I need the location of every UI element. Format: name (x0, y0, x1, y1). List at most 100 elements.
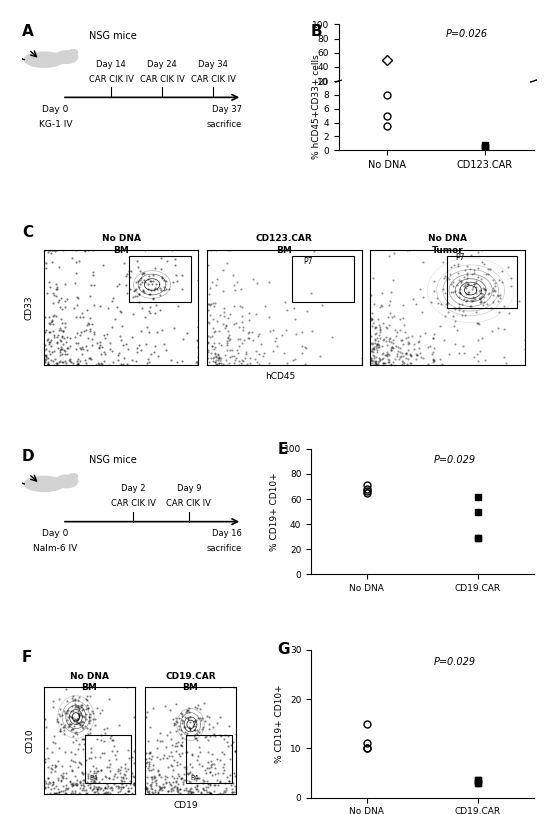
Point (476, 292, 485, 305)
Point (114, 277, 123, 290)
Point (207, 786, 216, 799)
Point (177, 355, 186, 368)
Point (218, 787, 227, 800)
Point (250, 353, 259, 366)
Point (92, 764, 101, 777)
Point (224, 325, 233, 338)
Point (129, 777, 138, 790)
Text: BM: BM (113, 246, 129, 255)
Point (440, 271, 449, 284)
Point (386, 344, 395, 357)
Point (174, 783, 183, 796)
Point (156, 262, 165, 275)
Point (124, 762, 133, 775)
Point (86, 322, 95, 335)
Point (483, 287, 492, 300)
Point (178, 710, 186, 723)
Point (134, 295, 143, 308)
Point (450, 285, 459, 298)
Point (406, 348, 415, 361)
Text: Day 9: Day 9 (177, 484, 201, 493)
Point (80, 780, 89, 793)
Point (402, 348, 410, 361)
Point (207, 339, 216, 352)
Point (373, 344, 382, 357)
Point (71, 785, 80, 798)
Point (373, 357, 382, 370)
Point (182, 762, 190, 775)
Point (44, 358, 53, 371)
Point (367, 357, 376, 370)
Point (74, 742, 82, 755)
Point (90, 751, 99, 764)
Point (375, 322, 384, 335)
Point (238, 355, 247, 368)
Point (84, 710, 93, 723)
Point (134, 281, 143, 294)
Point (167, 778, 176, 791)
Point (72, 725, 81, 738)
Point (225, 334, 234, 347)
Point (68, 252, 76, 265)
Point (41, 323, 50, 336)
Point (78, 720, 86, 733)
Point (150, 769, 158, 782)
Point (204, 745, 212, 758)
Point (368, 345, 377, 358)
Point (116, 357, 125, 370)
Point (430, 275, 438, 288)
Point (61, 771, 70, 784)
Point (174, 711, 183, 724)
Point (234, 333, 243, 346)
Point (144, 277, 152, 290)
Point (56, 349, 64, 362)
Point (229, 736, 238, 749)
Point (419, 352, 427, 365)
Point (72, 310, 81, 323)
Point (208, 313, 217, 326)
Point (171, 745, 180, 758)
Point (40, 780, 49, 793)
Point (142, 782, 151, 795)
Point (106, 781, 115, 794)
Point (53, 712, 62, 725)
Point (190, 729, 199, 742)
Point (67, 786, 75, 799)
Text: C: C (22, 225, 33, 240)
Point (42, 350, 51, 363)
Point (378, 357, 387, 370)
Point (58, 303, 67, 316)
Point (205, 723, 213, 736)
Point (111, 748, 119, 761)
Point (79, 768, 87, 781)
Point (383, 350, 392, 363)
Point (476, 344, 485, 357)
Point (60, 317, 69, 330)
Point (60, 300, 69, 313)
Point (387, 341, 395, 354)
Point (372, 351, 381, 364)
Point (142, 711, 151, 724)
Point (407, 348, 416, 361)
Point (47, 783, 56, 796)
Point (173, 736, 182, 749)
Point (204, 336, 212, 349)
Point (418, 290, 427, 303)
Point (386, 306, 395, 319)
Point (85, 727, 94, 740)
Point (213, 347, 222, 360)
Point (228, 786, 236, 799)
Point (62, 786, 70, 799)
Text: KG-1 IV: KG-1 IV (39, 120, 72, 129)
Point (84, 778, 92, 791)
Point (61, 320, 70, 333)
Point (148, 763, 157, 776)
Point (62, 778, 70, 791)
Point (99, 746, 108, 759)
Point (455, 286, 464, 299)
Point (76, 326, 85, 339)
Point (91, 771, 100, 784)
Point (94, 786, 103, 799)
Point (386, 295, 394, 308)
Point (184, 784, 193, 797)
